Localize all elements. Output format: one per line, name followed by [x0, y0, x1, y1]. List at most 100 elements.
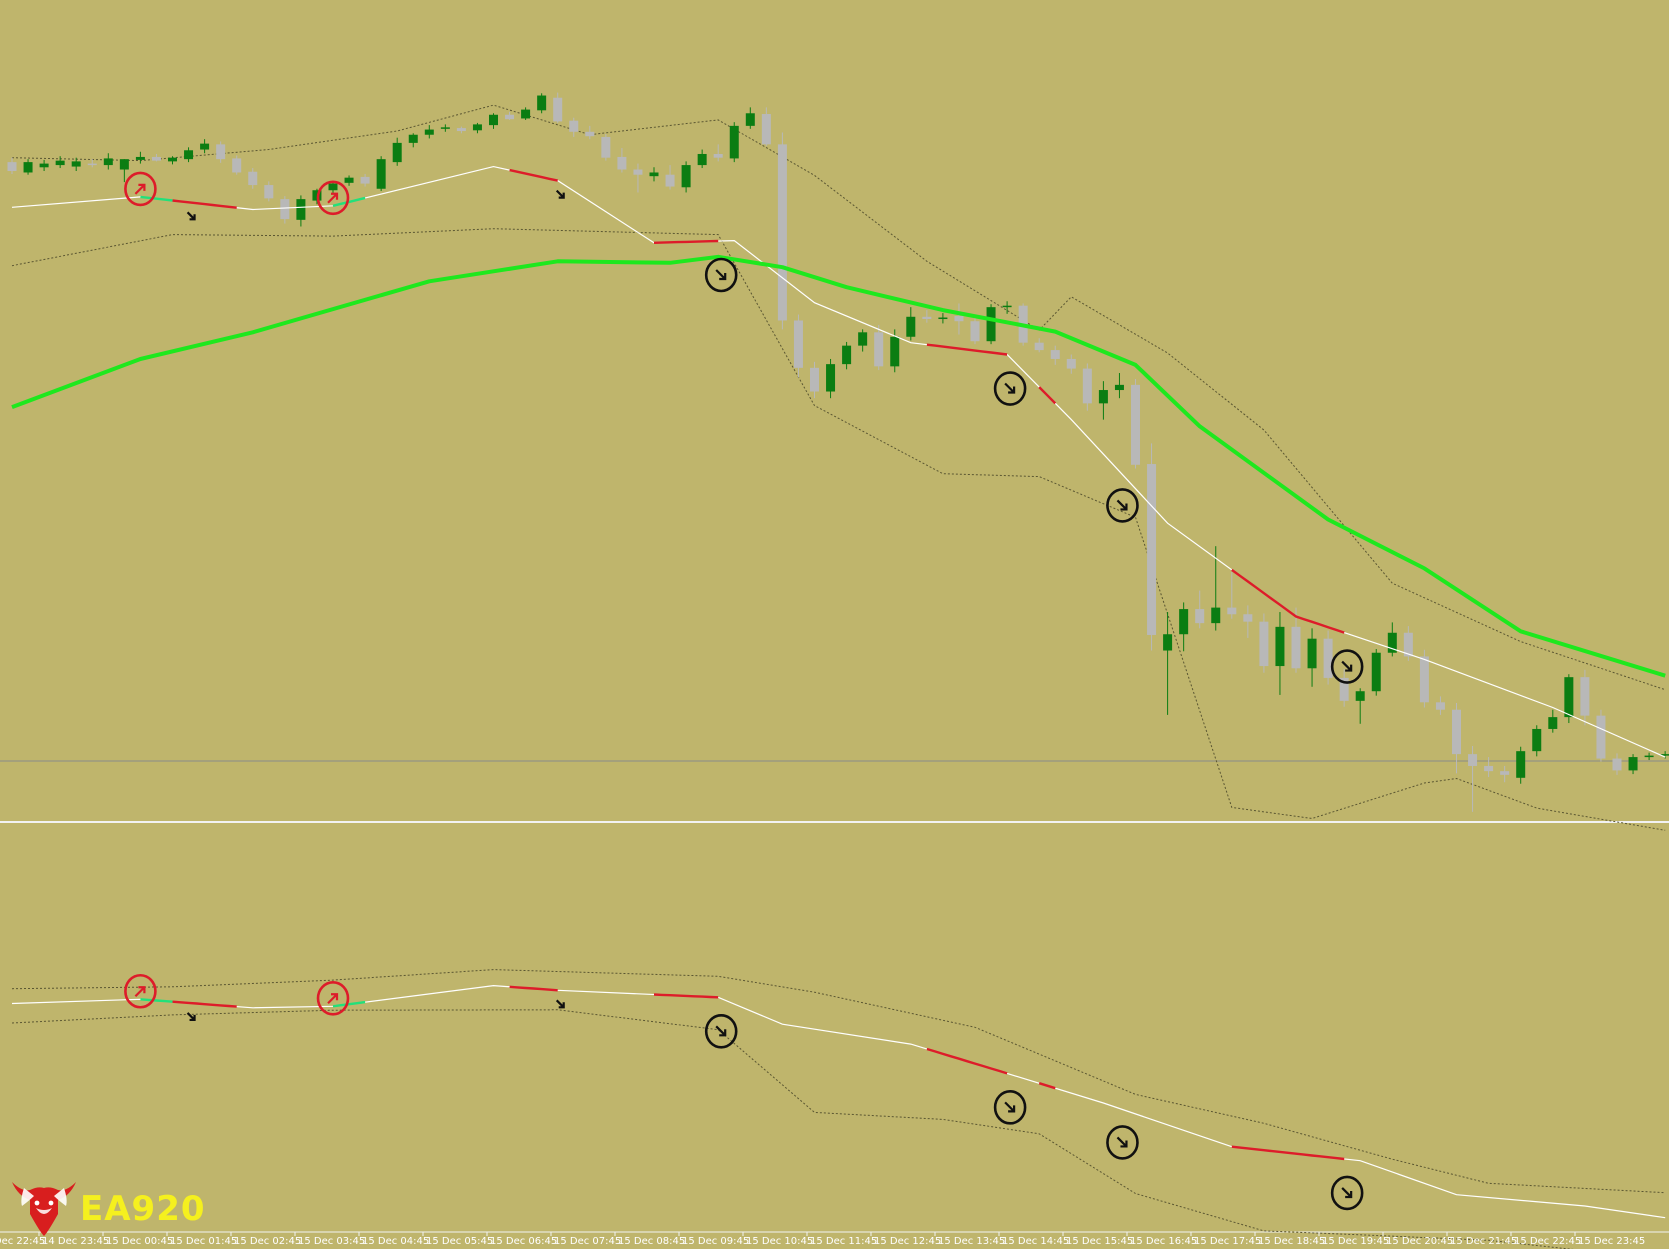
- candle[interactable]: [135, 151, 145, 164]
- candle[interactable]: [7, 157, 17, 174]
- candle[interactable]: [986, 304, 996, 345]
- candle[interactable]: [1163, 612, 1173, 715]
- candle[interactable]: [103, 153, 113, 170]
- candle[interactable]: [633, 163, 643, 193]
- candle[interactable]: [906, 307, 916, 341]
- candle[interactable]: [296, 195, 306, 227]
- candle[interactable]: [874, 324, 884, 371]
- candle[interactable]: [777, 132, 787, 330]
- sell-signal-icon[interactable]: [1330, 649, 1364, 684]
- candle[interactable]: [408, 133, 418, 148]
- candle[interactable]: [858, 329, 868, 352]
- candle[interactable]: [1179, 602, 1189, 652]
- candle[interactable]: [1307, 628, 1317, 687]
- candle[interactable]: [23, 159, 33, 175]
- candle[interactable]: [360, 173, 370, 187]
- candle[interactable]: [1355, 688, 1365, 724]
- candle[interactable]: [1323, 630, 1333, 685]
- buy-signal-icon[interactable]: [316, 180, 350, 216]
- candle[interactable]: [1211, 546, 1221, 631]
- candle[interactable]: [1371, 649, 1381, 696]
- candle[interactable]: [665, 165, 675, 190]
- candle[interactable]: [440, 124, 450, 132]
- candle[interactable]: [745, 107, 755, 129]
- candle[interactable]: [1098, 381, 1108, 420]
- candle[interactable]: [1532, 725, 1542, 757]
- candle[interactable]: [168, 156, 177, 165]
- candle[interactable]: [938, 313, 948, 324]
- indicator-pane[interactable]: [11, 969, 1666, 1249]
- candle[interactable]: [537, 93, 547, 114]
- candle[interactable]: [184, 147, 194, 163]
- candle[interactable]: [119, 159, 129, 183]
- candle[interactable]: [1002, 301, 1012, 314]
- candle[interactable]: [264, 181, 274, 202]
- candle[interactable]: [793, 314, 803, 378]
- candle[interactable]: [1275, 612, 1285, 695]
- candle[interactable]: [1644, 752, 1654, 761]
- buy-signal-icon[interactable]: [124, 171, 157, 207]
- candle[interactable]: [649, 167, 659, 182]
- candle[interactable]: [1403, 626, 1413, 661]
- candle[interactable]: [1612, 753, 1622, 775]
- candle[interactable]: [1435, 696, 1445, 715]
- buy-signal-icon[interactable]: [316, 980, 350, 1016]
- sell-signal-icon[interactable]: [993, 1090, 1027, 1125]
- candle[interactable]: [424, 125, 434, 139]
- candle[interactable]: [1628, 754, 1638, 775]
- candle[interactable]: [232, 155, 242, 175]
- candle[interactable]: [151, 153, 161, 162]
- candle[interactable]: [71, 157, 81, 171]
- candle[interactable]: [328, 182, 338, 194]
- candle[interactable]: [1050, 345, 1060, 365]
- candle[interactable]: [1387, 622, 1397, 657]
- candle[interactable]: [1227, 572, 1237, 619]
- candle[interactable]: [1580, 669, 1590, 726]
- candle[interactable]: [472, 122, 482, 134]
- candle[interactable]: [376, 156, 386, 191]
- candle[interactable]: [456, 126, 466, 134]
- candle[interactable]: [729, 122, 739, 163]
- price-pane[interactable]: [7, 92, 1669, 831]
- candle[interactable]: [1516, 746, 1526, 784]
- candle[interactable]: [55, 156, 65, 169]
- candle[interactable]: [344, 175, 354, 186]
- candle[interactable]: [1291, 607, 1301, 673]
- sell-signal-icon[interactable]: [704, 257, 738, 293]
- candle[interactable]: [713, 144, 723, 162]
- candle[interactable]: [826, 358, 836, 399]
- candle[interactable]: [1596, 709, 1606, 762]
- candle[interactable]: [1468, 745, 1478, 812]
- candle[interactable]: [1066, 354, 1076, 374]
- candle[interactable]: [248, 168, 258, 189]
- candle[interactable]: [585, 125, 595, 140]
- candle[interactable]: [1484, 757, 1494, 778]
- buy-signal-icon[interactable]: [124, 973, 157, 1009]
- candle[interactable]: [553, 92, 563, 123]
- candle[interactable]: [617, 148, 627, 173]
- candle[interactable]: [842, 341, 852, 370]
- candle[interactable]: [1548, 709, 1558, 733]
- sell-signal-icon[interactable]: [1330, 1175, 1364, 1211]
- candle[interactable]: [1452, 703, 1461, 774]
- candle[interactable]: [200, 139, 210, 154]
- candle[interactable]: [1034, 338, 1044, 353]
- candle[interactable]: [280, 196, 290, 224]
- candle[interactable]: [1660, 751, 1669, 759]
- candle[interactable]: [1243, 605, 1253, 638]
- sell-signal-icon[interactable]: [1106, 488, 1139, 523]
- candle[interactable]: [1114, 373, 1124, 399]
- candle[interactable]: [392, 137, 402, 166]
- candle[interactable]: [954, 303, 964, 335]
- candle[interactable]: [1147, 443, 1157, 651]
- candle[interactable]: [697, 149, 707, 169]
- sell-signal-icon[interactable]: [993, 371, 1027, 406]
- candle[interactable]: [761, 107, 771, 146]
- candle[interactable]: [87, 159, 97, 168]
- candle[interactable]: [505, 111, 515, 120]
- candle[interactable]: [489, 113, 498, 129]
- candle[interactable]: [810, 361, 819, 399]
- candle[interactable]: [1259, 613, 1269, 673]
- candle[interactable]: [970, 314, 980, 345]
